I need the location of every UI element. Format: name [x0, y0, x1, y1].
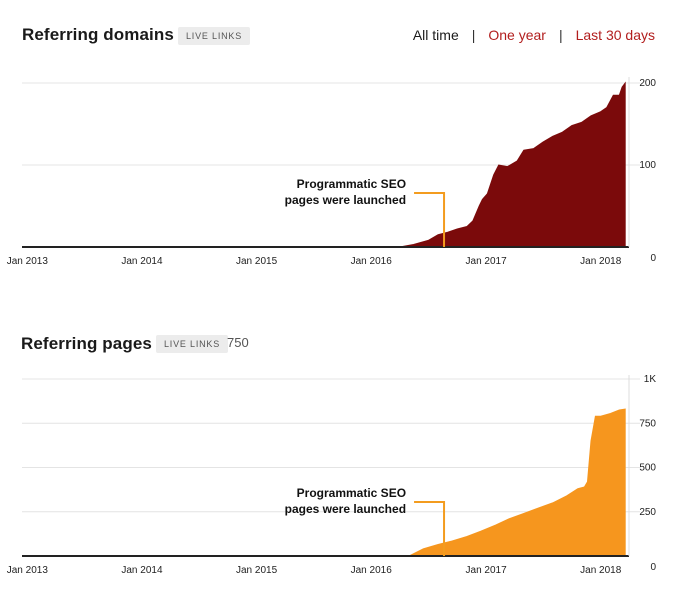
pages-annotation-line2: pages were launched: [285, 502, 406, 516]
live-links-badge: LIVE LINKS: [178, 27, 251, 45]
domains-x-tick: Jan 2013: [7, 256, 49, 267]
pages-annotation-line: [414, 501, 446, 556]
range-last-30-days[interactable]: Last 30 days: [575, 27, 655, 43]
referring-domains-chart: 0 100 200 Jan 2013 Jan 2014 Jan 2015 Jan 2016 J…: [7, 77, 656, 267]
pages-x-tick: Jan 2015: [236, 565, 278, 576]
range-all-time[interactable]: All time: [412, 27, 459, 43]
range-separator: |: [471, 27, 476, 43]
pages-y-tick: 500: [639, 463, 656, 474]
pages-x-tick: Jan 2017: [466, 565, 508, 576]
domains-x-tick: Jan 2018: [580, 256, 622, 267]
domains-y-tick: 0: [650, 253, 656, 264]
referring-pages-title: Referring pages: [21, 334, 152, 353]
pages-x-tick: Jan 2016: [351, 565, 393, 576]
pages-x-tick: Jan 2013: [7, 565, 49, 576]
range-separator: |: [558, 27, 563, 43]
domains-y-tick: 200: [639, 78, 656, 89]
pages-y-tick: 1K: [644, 375, 657, 385]
pages-area: [22, 408, 626, 557]
pages-x-tick: Jan 2018: [580, 565, 622, 576]
pages-annotation-line1: Programmatic SEO: [297, 486, 406, 500]
pages-x-tick: Jan 2014: [121, 565, 163, 576]
domains-annotation-line1: Programmatic SEO: [297, 177, 406, 191]
pages-y-tick: 250: [639, 507, 656, 518]
pages-y-tick: 750: [639, 418, 656, 429]
domains-y-tick: 100: [639, 160, 656, 171]
referring-pages-chart: 0 250 500 750 1K Jan 2013 Jan 2014 Jan 2015 Jan …: [7, 375, 657, 576]
domains-x-tick: Jan 2016: [351, 256, 393, 267]
pages-y-tick: 0: [650, 562, 656, 573]
range-one-year[interactable]: One year: [488, 27, 546, 43]
domains-annotation-line2: pages were launched: [285, 193, 406, 207]
referring-domains-title: Referring domains: [22, 25, 174, 44]
domains-x-tick: Jan 2014: [121, 256, 163, 267]
domains-area: [22, 81, 626, 248]
domains-x-tick: Jan 2017: [466, 256, 508, 267]
domains-x-tick: Jan 2015: [236, 256, 278, 267]
referring-pages-count: 750: [227, 335, 249, 350]
domains-annotation-line: [414, 192, 446, 247]
live-links-badge: LIVE LINKS: [156, 335, 229, 353]
time-range-selector: All time | One year | Last 30 days: [413, 27, 655, 43]
